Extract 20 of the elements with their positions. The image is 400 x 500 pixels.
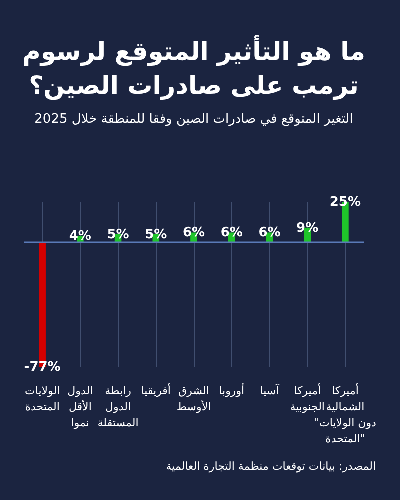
text: المصدر: بيانات توقعات منظمة التجارة العالمية (166, 460, 376, 473)
data-label: 6% (258, 226, 281, 241)
x-tick-label: أميركا الجنوبية (290, 384, 325, 414)
x-tick-label: الدول الأقل نموا (68, 384, 94, 430)
x-tick-label: رابطة الدول المستقلة (98, 384, 139, 430)
x-tick-label: الشرق الأوسط (176, 384, 212, 414)
data-label: 5% (145, 227, 168, 242)
x-tick-label: آسيا (260, 384, 280, 398)
x-tick-label: أوروبا (219, 384, 245, 398)
x-tick-label: أفريقيا (141, 384, 171, 398)
data-label: -77% (24, 360, 61, 375)
data-label: 4% (69, 228, 92, 244)
data-label: 5% (107, 227, 130, 242)
data-label: 6% (220, 226, 243, 241)
chart-subtitle: التغير المتوقع في صادرات الصين وفقا للمنطقة خلال 2025 (34, 112, 354, 127)
x-tick-label: الولايات المتحدة (24, 384, 60, 414)
data-label: 6% (182, 226, 206, 241)
chart-title: ما هو التأثير المتوقع لرسوم ترمب على صادرات الصين؟ (22, 35, 366, 101)
data-label: 9% (296, 220, 319, 236)
data-label: 25% (330, 195, 362, 210)
